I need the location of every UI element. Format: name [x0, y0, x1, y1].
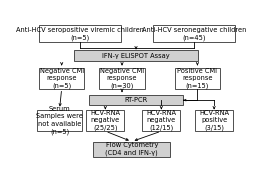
FancyBboxPatch shape	[39, 25, 121, 42]
FancyBboxPatch shape	[73, 50, 198, 61]
FancyBboxPatch shape	[86, 110, 124, 131]
FancyBboxPatch shape	[93, 142, 170, 157]
Text: Anti-HCV seropositive viremic children
(n=5): Anti-HCV seropositive viremic children (…	[16, 27, 144, 41]
FancyBboxPatch shape	[37, 110, 82, 131]
FancyBboxPatch shape	[175, 68, 220, 89]
FancyBboxPatch shape	[89, 95, 183, 105]
Text: Flow Cytometry
(CD4 and IFN-γ): Flow Cytometry (CD4 and IFN-γ)	[105, 142, 158, 156]
Text: Negative CMI
response
(n=5): Negative CMI response (n=5)	[40, 68, 84, 89]
Text: Anti-HCV seronegative children
(n=45): Anti-HCV seronegative children (n=45)	[142, 27, 246, 41]
Text: Negative CMI
response
(n=30): Negative CMI response (n=30)	[100, 68, 144, 89]
Text: HCV-RNA
negative
(25/25): HCV-RNA negative (25/25)	[90, 110, 120, 131]
FancyBboxPatch shape	[100, 68, 145, 89]
Text: RT-PCR: RT-PCR	[124, 97, 148, 103]
Text: Positive CMI
response
(n=15): Positive CMI response (n=15)	[177, 68, 217, 89]
Text: HCV-RNA
negative
(12/15): HCV-RNA negative (12/15)	[146, 110, 176, 131]
Text: Serum
Samples were
not available
(n=5): Serum Samples were not available (n=5)	[36, 106, 83, 135]
FancyBboxPatch shape	[39, 68, 84, 89]
Text: IFN-γ ELISPOT Assay: IFN-γ ELISPOT Assay	[102, 52, 170, 58]
FancyBboxPatch shape	[153, 25, 235, 42]
FancyBboxPatch shape	[195, 110, 233, 131]
FancyBboxPatch shape	[143, 110, 180, 131]
Text: HCV-RNA
positive
(3/15): HCV-RNA positive (3/15)	[199, 110, 229, 131]
